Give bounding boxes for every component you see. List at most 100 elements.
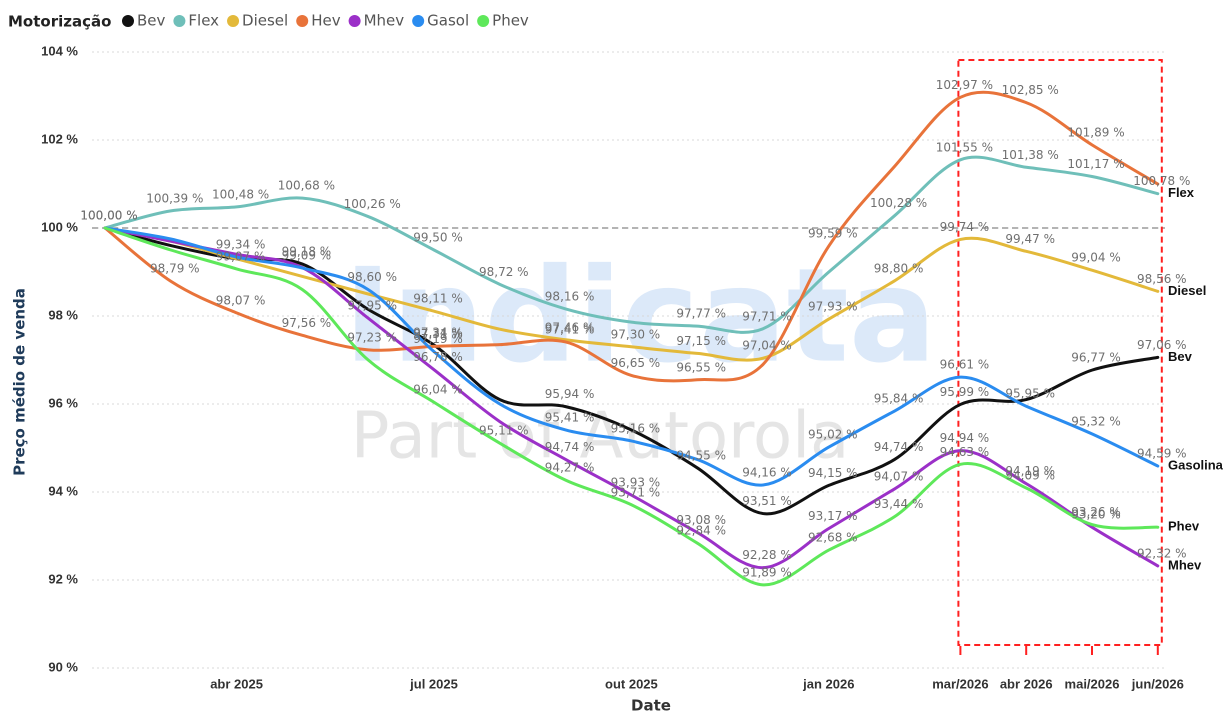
- data-label: 92,68 %: [808, 531, 858, 545]
- x-tick-label: jun/2026: [1131, 676, 1184, 691]
- data-label: 93,20 %: [1071, 508, 1121, 522]
- data-label: 94,16 %: [742, 465, 792, 479]
- data-label: 93,51 %: [742, 494, 792, 508]
- data-label: 91,89 %: [742, 565, 792, 579]
- data-label: 102,97 %: [936, 78, 993, 92]
- data-label: 97,41 %: [545, 322, 595, 336]
- end-label: Phev: [1168, 519, 1200, 534]
- x-tick-label: mai/2026: [1065, 676, 1120, 691]
- data-label: 100,00 %: [80, 209, 137, 223]
- legend-marker: [122, 15, 134, 27]
- data-label: 102,85 %: [1002, 83, 1059, 97]
- data-label: 100,26 %: [344, 197, 401, 211]
- data-label: 94,63 %: [940, 445, 990, 459]
- x-tick-label: jan 2026: [802, 676, 854, 691]
- data-label: 101,89 %: [1067, 125, 1124, 139]
- data-label: 92,32 %: [1137, 546, 1187, 560]
- data-label: 94,19 %: [1005, 464, 1055, 478]
- x-tick-label: abr 2026: [1000, 676, 1053, 691]
- end-label: Bev: [1168, 349, 1193, 364]
- data-label: 98,79 %: [150, 262, 200, 276]
- data-label: 94,07 %: [874, 469, 924, 483]
- data-label: 98,80 %: [874, 261, 924, 275]
- data-label: 99,50 %: [413, 231, 463, 245]
- data-label: 97,15 %: [676, 334, 726, 348]
- data-label: 93,08 %: [676, 513, 726, 527]
- y-tick-label: 104 %: [41, 43, 78, 58]
- x-axis-title: Date: [631, 697, 671, 715]
- series-line: [103, 226, 1160, 570]
- legend-marker: [348, 15, 361, 27]
- data-label: 94,74 %: [874, 440, 924, 454]
- y-tick-label: 94 %: [48, 483, 78, 498]
- data-label: 100,78 %: [1133, 174, 1190, 188]
- x-tick-label: abr 2025: [210, 676, 263, 691]
- data-label: 99,34 %: [216, 238, 266, 252]
- series-line: [103, 155, 1160, 334]
- data-label: 99,59 %: [808, 227, 858, 241]
- data-label: 95,95 %: [1005, 387, 1055, 401]
- data-label: 94,09 %: [1005, 469, 1055, 483]
- data-label: 93,17 %: [808, 509, 858, 523]
- data-label: 94,74 %: [545, 440, 595, 454]
- data-label: 96,04 %: [413, 383, 463, 397]
- data-label: 97,30 %: [611, 327, 661, 341]
- legend-label: Phev: [492, 12, 529, 30]
- data-label: 99,74 %: [940, 220, 990, 234]
- data-label: 94,94 %: [940, 431, 990, 445]
- data-label: 99,04 %: [1071, 251, 1121, 265]
- legend-marker: [477, 15, 490, 27]
- data-label: 95,84 %: [874, 392, 924, 406]
- data-label: 96,55 %: [676, 360, 726, 374]
- highlight-box: [957, 59, 1163, 646]
- series-line: [103, 90, 1160, 383]
- series-line: [103, 226, 1160, 362]
- data-label: 97,93 %: [808, 300, 858, 314]
- legend-title: Motorização: [8, 13, 111, 31]
- data-label: 98,72 %: [479, 265, 529, 279]
- y-tick-label: 92 %: [48, 571, 78, 586]
- data-label: 97,95 %: [347, 299, 397, 313]
- data-label: 100,48 %: [212, 187, 269, 201]
- data-label: 97,06 %: [1137, 338, 1187, 352]
- data-label: 92,28 %: [742, 548, 792, 562]
- series-line: [103, 226, 1160, 587]
- data-label: 97,31 %: [413, 327, 463, 341]
- legend-label: Hev: [311, 12, 341, 30]
- data-label: 98,07 %: [216, 293, 266, 307]
- y-tick-label: 90 %: [48, 659, 78, 674]
- data-label: 96,61 %: [940, 358, 990, 372]
- legend-label: Bev: [137, 12, 166, 30]
- data-label: 95,02 %: [808, 428, 858, 442]
- data-label: 98,16 %: [545, 289, 595, 303]
- legend-label: Flex: [188, 12, 219, 30]
- legend-label: Mhev: [364, 12, 405, 30]
- data-label: 100,28 %: [870, 196, 927, 210]
- data-label: 94,15 %: [808, 466, 858, 480]
- y-tick-label: 96 %: [48, 395, 78, 410]
- data-label: 97,23 %: [347, 330, 397, 344]
- data-label: 97,19 %: [413, 332, 463, 346]
- data-label: 94,27 %: [545, 461, 595, 475]
- x-tick-label: mar/2026: [932, 676, 988, 691]
- data-label: 93,71 %: [611, 485, 661, 499]
- data-label: 94,55 %: [676, 448, 726, 462]
- end-label: Diesel: [1168, 283, 1206, 298]
- data-label: 98,56 %: [1137, 272, 1187, 286]
- data-label: 99,47 %: [1005, 232, 1055, 246]
- data-label: 97,71 %: [742, 309, 792, 323]
- legend-marker: [412, 15, 425, 27]
- data-label: 93,44 %: [874, 497, 924, 511]
- legend-marker: [173, 15, 186, 27]
- data-label: 97,77 %: [676, 307, 726, 321]
- data-label: 93,93 %: [611, 476, 661, 490]
- data-label: 94,59 %: [1137, 447, 1187, 461]
- data-label: 97,46 %: [545, 320, 595, 334]
- data-label: 96,65 %: [611, 356, 661, 370]
- legend-label: Gasol: [427, 12, 469, 30]
- end-label: Flex: [1168, 185, 1195, 200]
- y-tick-label: 100 %: [41, 219, 78, 234]
- data-label: 99,07 %: [216, 249, 266, 263]
- data-label: 95,94 %: [545, 387, 595, 401]
